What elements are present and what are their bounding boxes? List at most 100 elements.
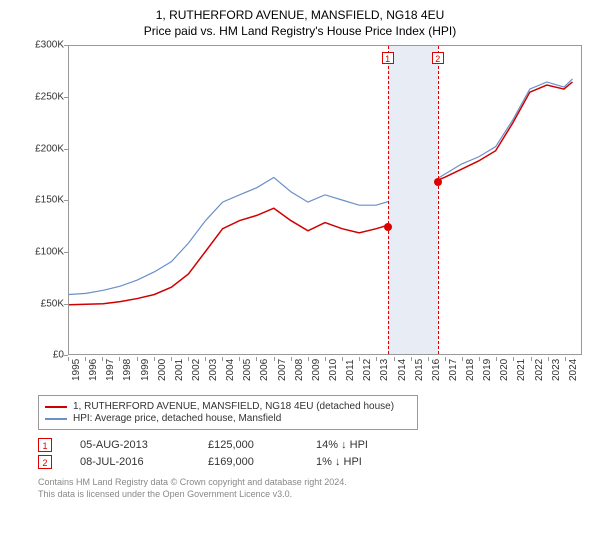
x-tick-label: 2007 [277,359,288,381]
y-tick-label: £150K [35,195,64,206]
x-tick [291,357,292,361]
x-tick-label: 1998 [122,359,133,381]
x-tick-label: 2015 [414,359,425,381]
y-tick-label: £250K [35,91,64,102]
x-tick-label: 2014 [397,359,408,381]
x-tick-label: 2009 [311,359,322,381]
x-tick [531,357,532,361]
sale-vrule [388,46,389,354]
y-tick-label: £300K [35,40,64,51]
sale-vrule [438,46,439,354]
y-tick-label: £0 [53,350,64,361]
chart-title: 1, RUTHERFORD AVENUE, MANSFIELD, NG18 4E… [10,8,590,39]
x-tick [513,357,514,361]
sale-row: 2 08-JUL-2016 £169,000 1% ↓ HPI [38,455,590,469]
footer-attribution: Contains HM Land Registry data © Crown c… [38,477,590,500]
sale-hpi-diff: 1% ↓ HPI [316,456,396,468]
legend-item: 1, RUTHERFORD AVENUE, MANSFIELD, NG18 4E… [45,401,411,412]
x-tick-label: 2003 [208,359,219,381]
sales-table: 1 05-AUG-2013 £125,000 14% ↓ HPI 2 08-JUL-201… [38,438,590,469]
x-axis-labels: 1995199619971998199920002001200220032004… [68,357,582,385]
x-tick [428,357,429,361]
x-tick [102,357,103,361]
x-tick [342,357,343,361]
sale-date: 08-JUL-2016 [80,456,180,468]
x-tick-label: 1995 [71,359,82,381]
sale-marker-icon: 1 [38,438,52,452]
sale-point [384,223,392,231]
legend: 1, RUTHERFORD AVENUE, MANSFIELD, NG18 4E… [38,395,418,430]
x-tick-label: 2000 [157,359,168,381]
sale-marker-box: 1 [382,52,394,64]
legend-label: HPI: Average price, detached house, Mans… [73,413,281,424]
y-tick [64,355,68,356]
x-tick-label: 2011 [345,360,356,382]
title-line2: Price paid vs. HM Land Registry's House … [10,24,590,40]
sale-price: £169,000 [208,456,288,468]
x-tick-label: 2013 [379,359,390,381]
x-tick [308,357,309,361]
x-tick [205,357,206,361]
x-tick [274,357,275,361]
series-property [69,82,572,305]
sale-price: £125,000 [208,439,288,451]
x-tick-label: 2020 [499,359,510,381]
x-tick-label: 2024 [568,359,579,381]
y-axis-labels: £0£50K£100K£150K£200K£250K£300K [28,45,66,355]
sale-marker-icon: 2 [38,455,52,469]
line-series [69,46,581,354]
x-tick [85,357,86,361]
sale-point [434,178,442,186]
x-tick [445,357,446,361]
x-tick-label: 2022 [534,359,545,381]
x-tick [479,357,480,361]
x-tick [394,357,395,361]
sale-date: 05-AUG-2013 [80,439,180,451]
x-tick-label: 2019 [482,359,493,381]
x-tick [154,357,155,361]
chart-container: 1, RUTHERFORD AVENUE, MANSFIELD, NG18 4E… [0,0,600,560]
x-tick-label: 2010 [328,359,339,381]
x-tick-label: 2005 [242,359,253,381]
x-tick [359,357,360,361]
x-tick [496,357,497,361]
y-tick-label: £50K [41,298,64,309]
x-tick-label: 2008 [294,359,305,381]
y-tick-label: £200K [35,143,64,154]
x-tick-label: 1999 [140,359,151,381]
x-tick [222,357,223,361]
legend-swatch [45,406,67,408]
x-tick [325,357,326,361]
x-tick [462,357,463,361]
sale-row: 1 05-AUG-2013 £125,000 14% ↓ HPI [38,438,590,452]
x-tick-label: 2004 [225,359,236,381]
x-tick-label: 1996 [88,359,99,381]
legend-swatch [45,418,67,420]
x-tick [376,357,377,361]
plot-area: 12 [68,45,582,355]
x-tick [411,357,412,361]
x-tick [239,357,240,361]
title-line1: 1, RUTHERFORD AVENUE, MANSFIELD, NG18 4E… [10,8,590,24]
x-tick-label: 2018 [465,359,476,381]
x-tick [119,357,120,361]
x-tick [548,357,549,361]
x-tick [188,357,189,361]
x-tick-label: 2006 [259,359,270,381]
x-tick-label: 2017 [448,359,459,381]
x-tick-label: 1997 [105,359,116,381]
sale-marker-box: 2 [432,52,444,64]
y-tick-label: £100K [35,246,64,257]
x-tick-label: 2023 [551,359,562,381]
sale-hpi-diff: 14% ↓ HPI [316,439,396,451]
series-hpi [69,79,572,295]
x-tick-label: 2001 [174,359,185,381]
x-tick-label: 2021 [516,359,527,381]
footer-line1: Contains HM Land Registry data © Crown c… [38,477,590,489]
chart-area: £0£50K£100K£150K£200K£250K£300K 12 19951… [28,45,588,385]
x-tick [68,357,69,361]
x-tick [137,357,138,361]
highlight-band [388,46,438,354]
x-tick-label: 2012 [362,359,373,381]
x-tick-label: 2016 [431,359,442,381]
